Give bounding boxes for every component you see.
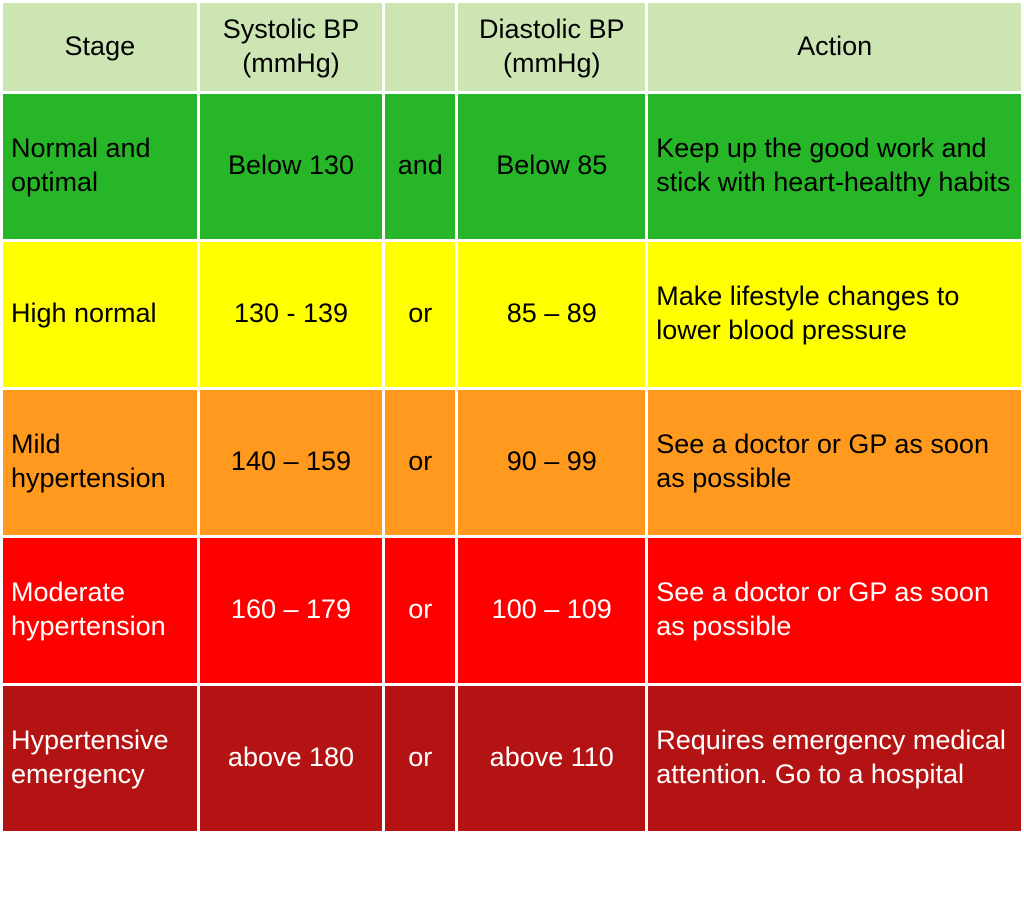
cell-systolic: 160 – 179 [198, 536, 384, 684]
cell-diastolic: 100 – 109 [457, 536, 647, 684]
cell-conj: or [384, 536, 457, 684]
cell-conj: or [384, 240, 457, 388]
cell-diastolic: 85 – 89 [457, 240, 647, 388]
cell-diastolic: above 110 [457, 684, 647, 832]
cell-stage: Mild hypertension [2, 388, 199, 536]
cell-conj: and [384, 92, 457, 240]
bp-stage-table: Stage Systolic BP (mmHg) Diastolic BP (m… [0, 0, 1024, 834]
cell-stage: Normal and optimal [2, 92, 199, 240]
cell-action: Requires emergency medical attention. Go… [647, 684, 1023, 832]
cell-stage: Moderate hypertension [2, 536, 199, 684]
cell-systolic: Below 130 [198, 92, 384, 240]
cell-systolic: 130 - 139 [198, 240, 384, 388]
cell-systolic: 140 – 159 [198, 388, 384, 536]
col-header-stage: Stage [2, 2, 199, 93]
table-row: Mild hypertension 140 – 159 or 90 – 99 S… [2, 388, 1023, 536]
cell-diastolic: Below 85 [457, 92, 647, 240]
cell-action: See a doctor or GP as soon as possible [647, 388, 1023, 536]
table-row: Moderate hypertension 160 – 179 or 100 –… [2, 536, 1023, 684]
cell-stage: High normal [2, 240, 199, 388]
table-row: High normal 130 - 139 or 85 – 89 Make li… [2, 240, 1023, 388]
table-header-row: Stage Systolic BP (mmHg) Diastolic BP (m… [2, 2, 1023, 93]
cell-action: Make lifestyle changes to lower blood pr… [647, 240, 1023, 388]
cell-conj: or [384, 388, 457, 536]
cell-conj: or [384, 684, 457, 832]
cell-action: Keep up the good work and stick with hea… [647, 92, 1023, 240]
col-header-systolic: Systolic BP (mmHg) [198, 2, 384, 93]
col-header-diastolic: Diastolic BP (mmHg) [457, 2, 647, 93]
table-row: Normal and optimal Below 130 and Below 8… [2, 92, 1023, 240]
col-header-conj [384, 2, 457, 93]
table-body: Normal and optimal Below 130 and Below 8… [2, 92, 1023, 832]
table-row: Hypertensive emergency above 180 or abov… [2, 684, 1023, 832]
cell-diastolic: 90 – 99 [457, 388, 647, 536]
cell-stage: Hypertensive emergency [2, 684, 199, 832]
cell-action: See a doctor or GP as soon as possible [647, 536, 1023, 684]
cell-systolic: above 180 [198, 684, 384, 832]
col-header-action: Action [647, 2, 1023, 93]
